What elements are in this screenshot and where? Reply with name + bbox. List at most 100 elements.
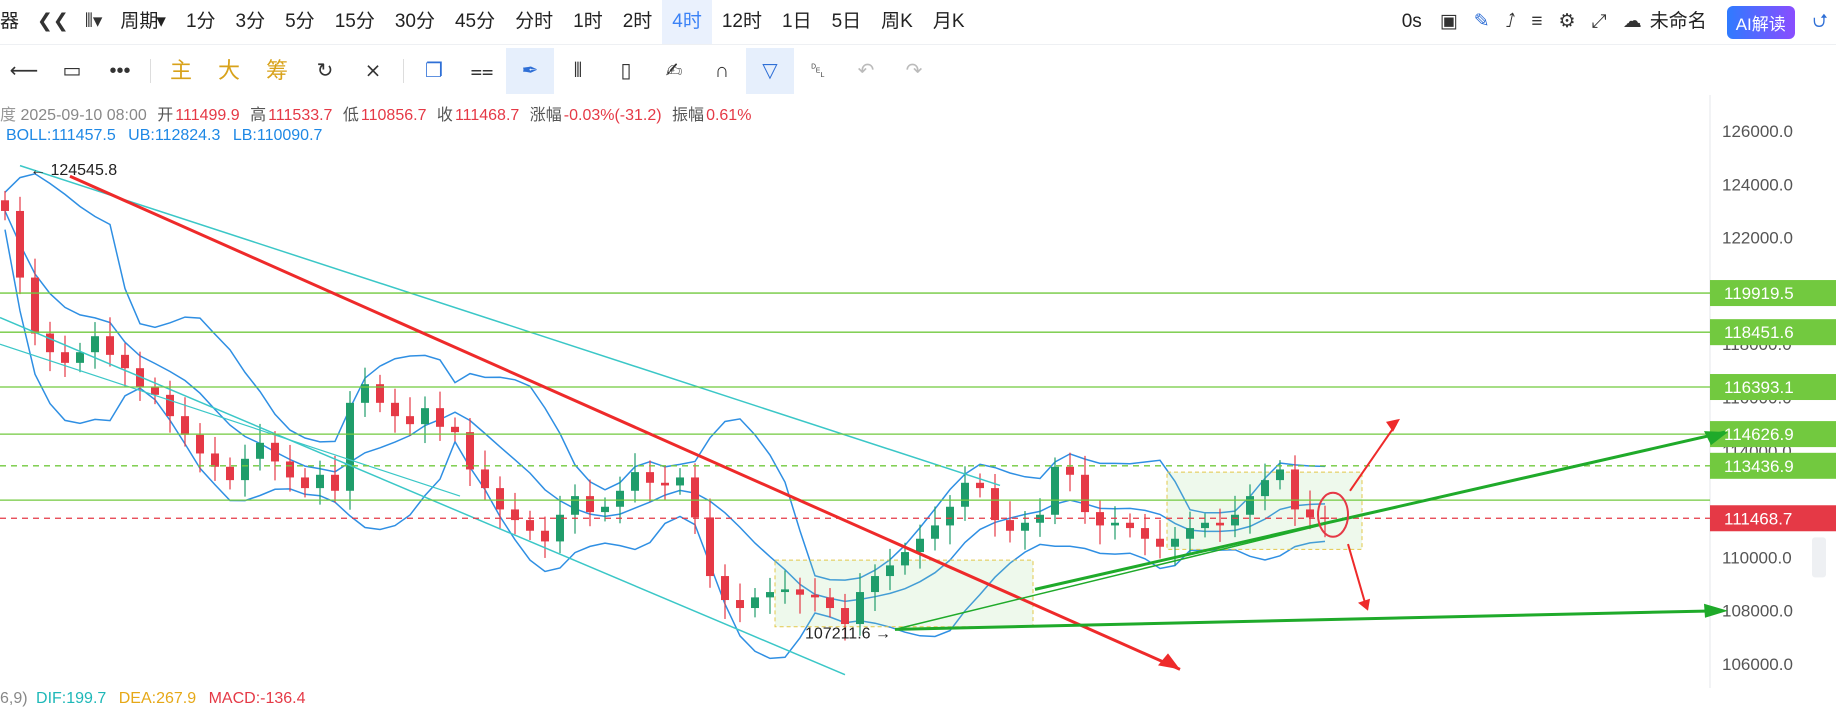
macd-value: MACD:-136.4 <box>208 690 306 707</box>
y-tick-label: 122000.0 <box>1722 229 1793 248</box>
candle <box>286 444 294 492</box>
back-icon[interactable]: ❮❮ <box>37 11 69 32</box>
candle-body <box>151 386 159 395</box>
sync-icon[interactable]: ↻ <box>316 60 334 82</box>
timeframe-15[interactable]: 月K <box>932 11 965 32</box>
settings-icon[interactable]: ⚙ <box>1558 11 1576 32</box>
horizontal-line-icon[interactable]: ⟵ <box>9 60 39 82</box>
candle-body <box>1126 522 1134 529</box>
chevron-down-icon[interactable]: ▾ <box>156 11 166 32</box>
range-box-1 <box>774 559 1034 628</box>
copy-icon[interactable]: ❐ <box>425 60 443 82</box>
rectangle-icon[interactable]: ▭ <box>62 60 82 82</box>
candle-body <box>196 434 204 454</box>
ruler-icon[interactable]: ⩵ <box>470 60 494 82</box>
magnet-icon[interactable]: ∩ <box>714 60 730 82</box>
timeframe-4[interactable]: 15分 <box>334 11 375 32</box>
candle-body <box>271 442 279 462</box>
pen-icon[interactable]: ✎ <box>1473 11 1490 32</box>
candle-type-icon[interactable]: ⫴▾ <box>84 11 103 32</box>
candle <box>571 484 579 534</box>
more-icon[interactable]: ••• <box>109 60 131 82</box>
candle-body <box>346 402 354 491</box>
candle-body <box>181 416 189 435</box>
candle <box>106 317 114 367</box>
redo-icon[interactable]: ↷ <box>905 60 923 82</box>
candle-body <box>556 514 564 542</box>
level-tag-text-4: 113436.9 <box>1724 457 1794 476</box>
ohlc-date: 2025-09-10 08:00 <box>20 107 147 124</box>
candle-body <box>406 416 414 425</box>
candle-body <box>1111 522 1119 526</box>
candle-body <box>901 552 909 566</box>
tool-main[interactable]: 主 <box>169 58 192 83</box>
candle <box>46 321 54 372</box>
brush-icon[interactable]: ✒ <box>506 48 554 94</box>
candle <box>121 343 129 388</box>
timeframe-8[interactable]: 1时 <box>573 11 603 32</box>
cloud-icon[interactable]: ☁ <box>1622 11 1642 32</box>
clipboard-icon[interactable]: ▯ <box>620 60 632 82</box>
timeframe-9[interactable]: 2时 <box>622 11 653 32</box>
measure-icon[interactable]: ⨯ <box>364 60 382 82</box>
candle-body <box>31 277 39 334</box>
green-thin-line <box>894 524 1321 631</box>
high-annotation: ← 124545.8 <box>30 162 117 179</box>
macd-params: 6,9) <box>0 690 28 707</box>
timeframe-10[interactable]: 4时 <box>662 0 712 44</box>
level-tag-text-1: 118451.6 <box>1724 323 1794 342</box>
candle <box>496 476 504 529</box>
candle <box>331 455 339 503</box>
external-icon[interactable]: ⭜ <box>1505 11 1516 32</box>
timeframe-13[interactable]: 5日 <box>831 11 862 32</box>
candle-body <box>1141 528 1149 539</box>
timeframe-6[interactable]: 45分 <box>454 11 496 32</box>
undo-icon[interactable]: ↶ <box>857 60 875 82</box>
trash-icon[interactable]: ␡ <box>810 60 826 82</box>
left-glyph[interactable]: 器 <box>0 11 20 32</box>
timeframe-5[interactable]: 30分 <box>394 11 435 32</box>
candle <box>1006 501 1014 543</box>
timeframe-1[interactable]: 1分 <box>185 11 216 32</box>
timeframe-12[interactable]: 1日 <box>782 11 812 32</box>
candle <box>661 466 669 500</box>
y-tick-label: 126000.0 <box>1722 122 1793 141</box>
red-trend-line <box>69 174 1181 671</box>
timeframe-3[interactable]: 5分 <box>285 11 315 32</box>
tool-chips[interactable]: 筹 <box>265 58 288 83</box>
boll-info: BOLL:111457.5 UB:112824.3 LB:110090.7 <box>6 127 330 145</box>
price-chart[interactable]: 126000.0 124000.0 122000.0 110000.0 108000.0… <box>0 95 1836 688</box>
level-tag-text-5: 111468.7 <box>1724 509 1792 528</box>
candle <box>826 588 834 618</box>
candle <box>1 190 9 221</box>
candle <box>541 516 549 558</box>
boll-mid: BOLL:111457.5 <box>6 127 116 144</box>
share-icon[interactable]: ⮍ <box>1812 11 1828 32</box>
timeframe-11[interactable]: 12时 <box>721 11 762 32</box>
fullscreen-icon[interactable]: ⤢ <box>1591 11 1607 32</box>
candle-body <box>166 394 174 417</box>
tool-big[interactable]: 大 <box>217 58 240 83</box>
ai-button[interactable]: AI解读 <box>1726 5 1795 39</box>
level-tag-text-3: 114626.9 <box>1724 425 1794 444</box>
candle-body <box>871 576 879 593</box>
candle-body <box>946 506 954 526</box>
seconds-label[interactable]: 0s <box>1401 11 1422 32</box>
candle <box>1081 455 1089 524</box>
collapse-handle <box>1812 537 1826 578</box>
candle-body <box>916 538 924 553</box>
camera-icon[interactable]: ▣ <box>1439 11 1458 32</box>
candles-icon[interactable]: ⫴ <box>573 60 583 82</box>
candle-body <box>106 336 114 355</box>
period-dropdown[interactable]: 周期 <box>120 11 159 32</box>
candle <box>736 583 744 623</box>
candle-body <box>391 402 399 417</box>
timeframe-2[interactable]: 3分 <box>235 11 266 32</box>
timeframe-7[interactable]: 分时 <box>515 11 554 32</box>
list-icon[interactable]: ≡ <box>1531 11 1543 32</box>
separator <box>150 59 151 83</box>
timeframe-14[interactable]: 周K <box>881 11 913 32</box>
filter-icon[interactable]: ▽ <box>746 48 794 94</box>
account-name[interactable]: 未命名 <box>1649 11 1707 32</box>
note-icon[interactable]: ✍ <box>665 60 683 82</box>
